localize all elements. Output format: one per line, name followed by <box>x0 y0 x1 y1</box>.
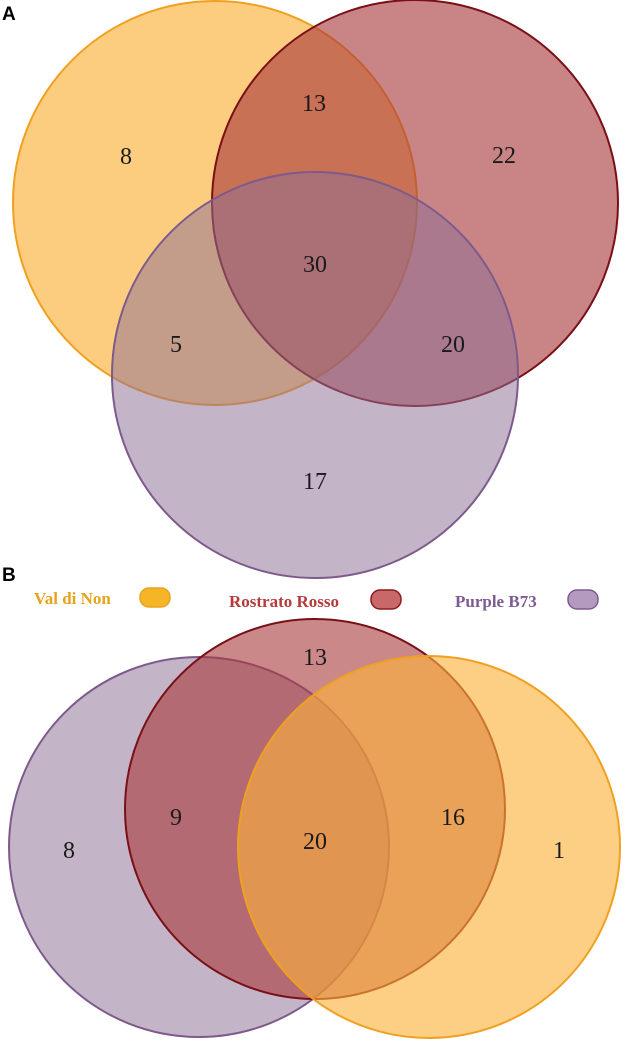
venn-a-count-val-rostrato: 13 <box>302 91 326 117</box>
legend: Val di Non Rostrato Rosso Purple B73 <box>34 587 599 611</box>
panel-a-letter: A <box>2 4 16 25</box>
venn-b-count-rostrato-val: 16 <box>441 805 465 831</box>
venn-a-count-rostrato-only: 22 <box>492 143 516 169</box>
venn-b-count-purple-only: 8 <box>63 838 75 864</box>
legend-item-val-di-non: Val di Non <box>34 587 171 608</box>
venn-a-count-all-three: 30 <box>303 252 327 278</box>
legend-swatch-val-di-non <box>139 587 171 608</box>
venn-a: 8 13 22 30 5 20 17 <box>12 0 619 579</box>
venn-b-count-purple-rostrato: 9 <box>170 805 182 831</box>
legend-label-val-di-non: Val di Non <box>34 589 111 608</box>
venn-a-circle-purple-b73 <box>111 171 519 579</box>
legend-label-rostrato-rosso: Rostrato Rosso <box>229 592 339 611</box>
venn-b-count-all-three: 20 <box>303 829 327 855</box>
panel-b-letter: B <box>2 565 16 586</box>
venn-a-count-val-purple: 5 <box>170 332 182 358</box>
venn-b-count-val-only: 1 <box>553 838 565 864</box>
legend-item-rostrato-rosso: Rostrato Rosso <box>229 589 402 611</box>
venn-a-count-rostrato-purple: 20 <box>441 332 465 358</box>
legend-swatch-purple-b73 <box>567 589 599 610</box>
legend-item-purple-b73: Purple B73 <box>455 589 599 611</box>
venn-a-count-purple-only: 17 <box>303 469 327 495</box>
legend-swatch-rostrato-rosso <box>370 589 402 610</box>
venn-b-count-rostrato-only: 13 <box>303 645 327 671</box>
venn-b-circle-val-di-non <box>237 655 621 1039</box>
venn-b: 13 8 9 20 16 1 <box>8 618 621 1039</box>
legend-label-purple-b73: Purple B73 <box>455 592 537 611</box>
venn-a-count-val-only: 8 <box>120 144 132 170</box>
